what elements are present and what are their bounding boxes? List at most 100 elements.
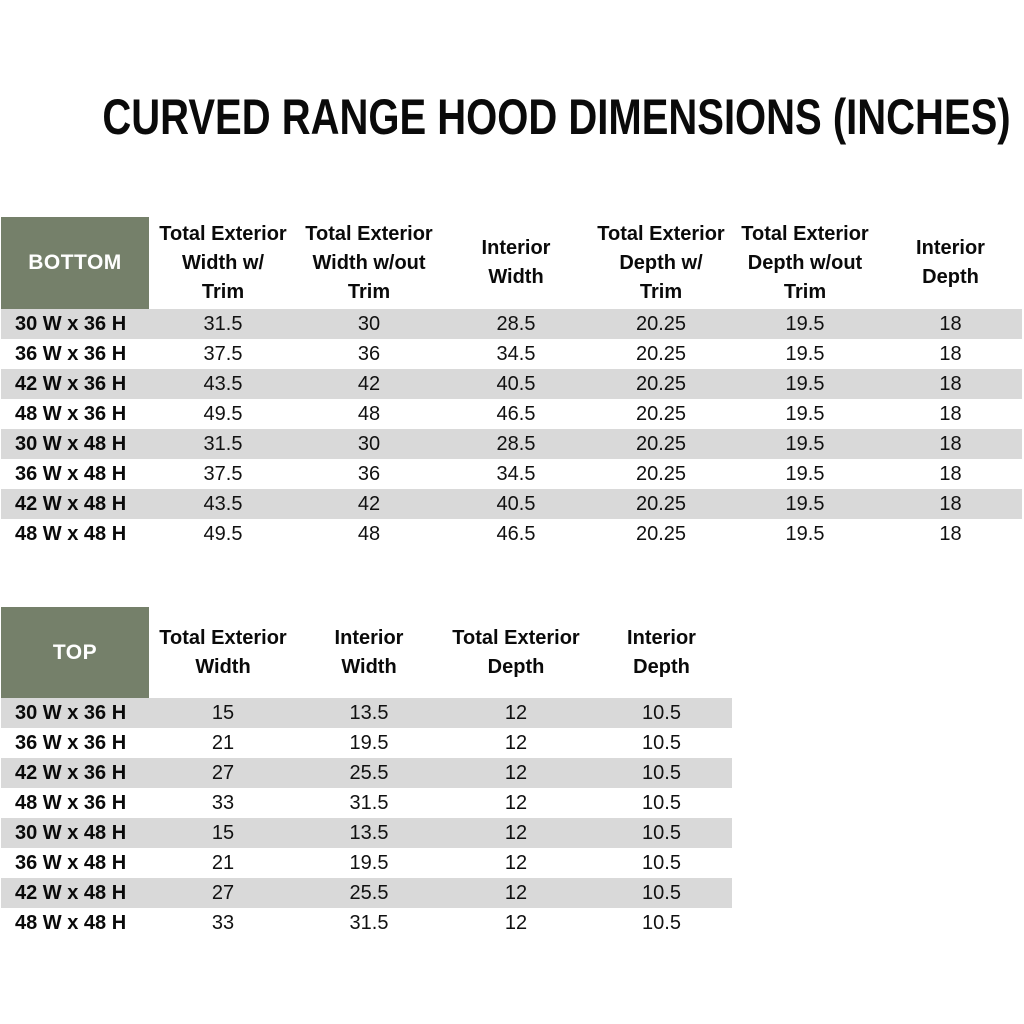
dimension-cell: 20.25 [635, 462, 687, 485]
table-row: 30 W x 48 H 31.5 30 28.5 20.25 19.5 18 [1, 429, 1022, 459]
page-title: CURVED RANGE HOOD DIMENSIONS (INCHES) [102, 89, 1011, 145]
dimension-cell: 31.5 [349, 791, 389, 814]
row-size-label: 36 W x 36 H [15, 342, 127, 365]
dimension-cell: 10.5 [642, 791, 681, 814]
table-row: 30 W x 36 H 15 13.5 12 10.5 [1, 698, 732, 728]
column-header-total-exterior-width-w-trim: Total Exterior Width w/ Trim [159, 222, 287, 303]
bottom-header-row: BOTTOM Total Exterior Width w/ Trim Tota… [1, 217, 1022, 309]
dimension-cell: 10.5 [642, 851, 681, 874]
row-size-label: 42 W x 36 H [1, 758, 149, 788]
dimension-cell: 15 [149, 818, 297, 848]
dimension-cell: 12 [504, 731, 528, 754]
row-size-label: 36 W x 48 H [15, 462, 127, 485]
dimension-cell: 30 [297, 309, 441, 339]
dimension-cell: 31.5 [149, 309, 297, 339]
column-header-total-exterior-depth-w-trim: Total Exterior Depth w/ Trim [597, 222, 725, 303]
row-size-label: 42 W x 48 H [1, 878, 149, 908]
column-header-total-exterior-width-wout-trim: Total Exterior Width w/out Trim [305, 222, 433, 303]
dimension-cell: 19.5 [731, 369, 879, 399]
dimension-cell: 12 [441, 698, 591, 728]
dimension-cell: 40.5 [441, 489, 591, 519]
dimension-cell: 25.5 [297, 758, 441, 788]
row-size-label: 30 W x 36 H [1, 698, 149, 728]
dimension-cell: 19.5 [349, 851, 389, 874]
dimension-cell: 18 [939, 402, 962, 425]
row-size-label: 42 W x 48 H [1, 489, 149, 519]
column-header-interior-width: Interior Width [334, 626, 404, 678]
column-header-interior-depth: Interior Depth [916, 237, 985, 288]
bottom-table-label: BOTTOM [1, 217, 149, 309]
dimension-cell: 10.5 [591, 698, 732, 728]
dimension-cell: 42 [297, 489, 441, 519]
dimension-cell: 10.5 [591, 758, 732, 788]
dimension-cell: 12 [441, 818, 591, 848]
dimension-cell: 34.5 [496, 342, 536, 365]
dimension-cell: 49.5 [203, 522, 243, 545]
dimension-cell: 33 [211, 791, 235, 814]
dimension-cell: 20.25 [591, 429, 731, 459]
dimension-cell: 48 [357, 522, 381, 545]
table-row: 48 W x 36 H 49.5 48 46.5 20.25 19.5 18 [1, 399, 1022, 429]
dimension-cell: 20.25 [591, 369, 731, 399]
dimension-cell: 12 [504, 911, 528, 934]
top-table-label: TOP [1, 607, 149, 698]
dimension-cell: 20.25 [635, 522, 687, 545]
table-row: 36 W x 36 H 21 19.5 12 10.5 [1, 728, 732, 758]
table-row: 42 W x 48 H 43.5 42 40.5 20.25 19.5 18 [1, 489, 1022, 519]
row-size-label: 48 W x 36 H [15, 791, 127, 814]
row-size-label: 36 W x 36 H [15, 731, 127, 754]
dimension-cell: 20.25 [635, 402, 687, 425]
dimension-cell: 37.5 [203, 342, 243, 365]
dimension-cell: 25.5 [297, 878, 441, 908]
top-header-row: TOP Total Exterior Width Interior Width … [1, 607, 732, 698]
dimension-cell: 27 [149, 758, 297, 788]
dimension-cell: 37.5 [203, 462, 243, 485]
dimension-cell: 43.5 [149, 369, 297, 399]
column-header-total-exterior-depth-wout-trim: Total Exterior Depth w/out Trim [741, 222, 869, 303]
bottom-dimensions-table: BOTTOM Total Exterior Width w/ Trim Tota… [1, 217, 1022, 549]
row-size-label: 30 W x 48 H [1, 818, 149, 848]
dimension-cell: 48 [357, 402, 381, 425]
dimension-cell: 46.5 [496, 402, 536, 425]
dimension-cell: 13.5 [297, 818, 441, 848]
dimension-cell: 33 [211, 911, 235, 934]
dimension-cell: 43.5 [149, 489, 297, 519]
dimension-cell: 19.5 [731, 489, 879, 519]
dimension-cell: 40.5 [441, 369, 591, 399]
table-row: 48 W x 36 H 33 31.5 12 10.5 [1, 788, 732, 818]
dimension-cell: 31.5 [349, 911, 389, 934]
row-size-label: 30 W x 48 H [1, 429, 149, 459]
dimension-cell: 15 [149, 698, 297, 728]
dimension-cell: 12 [441, 878, 591, 908]
dimension-cell: 18 [939, 522, 962, 545]
dimension-cell: 10.5 [591, 818, 732, 848]
dimension-cell: 19.5 [785, 342, 825, 365]
table-row: 36 W x 48 H 37.5 36 34.5 20.25 19.5 18 [1, 459, 1022, 489]
table-row: 48 W x 48 H 33 31.5 12 10.5 [1, 908, 732, 938]
row-size-label: 30 W x 36 H [1, 309, 149, 339]
dimension-cell: 20.25 [591, 309, 731, 339]
dimension-cell: 19.5 [731, 429, 879, 459]
dimension-cell: 18 [879, 369, 1022, 399]
dimension-cell: 18 [879, 309, 1022, 339]
dimension-cell: 18 [939, 342, 962, 365]
dimension-cell: 18 [879, 489, 1022, 519]
dimension-cell: 10.5 [642, 731, 681, 754]
dimension-cell: 19.5 [785, 462, 825, 485]
dimension-cell: 28.5 [441, 429, 591, 459]
row-size-label: 36 W x 48 H [15, 851, 127, 874]
table-row: 42 W x 48 H 27 25.5 12 10.5 [1, 878, 732, 908]
dimension-cell: 21 [211, 851, 235, 874]
column-header-interior-width: Interior Width [481, 237, 551, 288]
table-row: 30 W x 36 H 31.5 30 28.5 20.25 19.5 18 [1, 309, 1022, 339]
dimension-cell: 18 [939, 462, 962, 485]
dimension-cell: 10.5 [642, 911, 681, 934]
dimension-cell: 49.5 [203, 402, 243, 425]
table-row: 36 W x 48 H 21 19.5 12 10.5 [1, 848, 732, 878]
dimension-cell: 19.5 [785, 402, 825, 425]
column-header-total-exterior-width: Total Exterior Width [159, 626, 287, 678]
table-row: 42 W x 36 H 27 25.5 12 10.5 [1, 758, 732, 788]
table-row: 48 W x 48 H 49.5 48 46.5 20.25 19.5 18 [1, 519, 1022, 549]
dimension-cell: 19.5 [785, 522, 825, 545]
dimension-cell: 20.25 [635, 342, 687, 365]
